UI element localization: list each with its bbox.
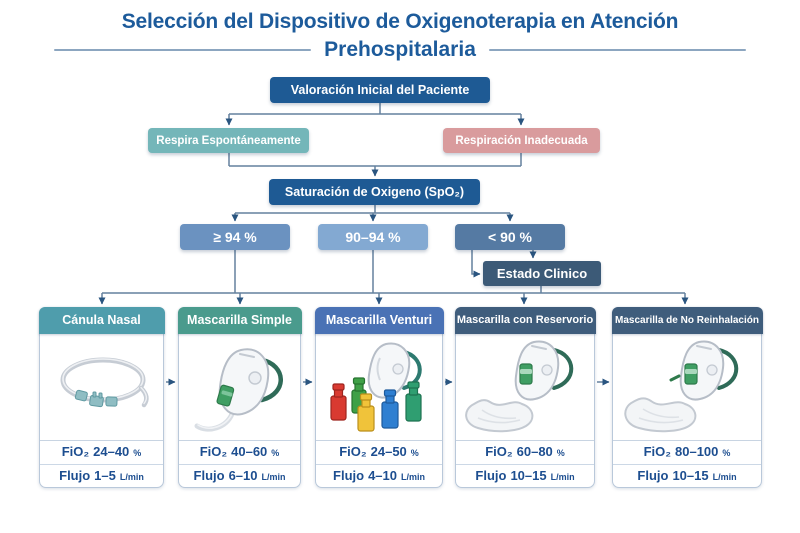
fio2-row: FiO₂ 24–40 %	[40, 441, 163, 464]
device-card-mascarilla-venturi: Mascarilla Venturi FiO₂ 24–50 % Flujo 4–…	[314, 306, 444, 488]
flujo-label: Flujo	[59, 468, 91, 483]
fio2-label: FiO₂	[61, 444, 90, 459]
node-respira-espontaneamente: Respira Espontáneamente	[148, 128, 309, 153]
fio2-label: FiO₂	[339, 444, 367, 459]
device-stats: FiO₂ 80–100 % Flujo 10–15 L/min	[613, 440, 761, 487]
node-respiracion-inadecuada: Respiración Inadecuada	[443, 128, 600, 153]
node-estado-clinico: Estado Clinico	[483, 261, 601, 286]
flujo-unit: L/min	[119, 472, 144, 482]
flujo-value: 10–15	[510, 468, 547, 483]
fio2-value: 24–40	[93, 444, 130, 459]
device-card-header: Mascarilla Venturi	[314, 306, 444, 334]
nasal-cannula-illustration	[40, 334, 163, 441]
device-card-mascarilla-simple: Mascarilla Simple FiO₂ 40–60 % Flujo 6	[177, 306, 302, 488]
fio2-row: FiO₂ 80–100 %	[613, 441, 761, 464]
non-rebreather-mask-illustration	[613, 334, 761, 441]
page-title: Selección del Dispositivo de Oxigenotera…	[0, 9, 800, 62]
node-sat-gte-94: ≥ 94 %	[180, 224, 290, 250]
reservoir-mask-illustration	[456, 334, 594, 441]
device-card-header: Mascarilla con Reservorio	[454, 306, 596, 334]
fio2-unit: %	[271, 448, 280, 458]
device-stats: FiO₂ 24–40 % Flujo 1–5 L/min	[40, 440, 163, 487]
venturi-mask-illustration	[316, 334, 442, 441]
fio2-value: 24–50	[370, 444, 407, 459]
flujo-unit: L/min	[550, 472, 575, 482]
flujo-value: 10–15	[672, 468, 709, 483]
device-card-canula-nasal: Cánula Nasal FiO₂	[38, 306, 165, 488]
flujo-value: 6–10	[228, 468, 258, 483]
fio2-label: FiO₂	[485, 444, 513, 459]
flujo-row: Flujo 10–15 L/min	[456, 464, 594, 487]
flujo-value: 4–10	[368, 468, 397, 483]
flujo-label: Flujo	[637, 468, 669, 483]
flujo-label: Flujo	[475, 468, 507, 483]
fio2-unit: %	[722, 448, 731, 458]
device-card-mascarilla-reservorio: Mascarilla con Reservorio FiO₂ 60–80 % F…	[454, 306, 596, 488]
page-title-line1: Selección del Dispositivo de Oxigenotera…	[121, 10, 679, 33]
flujo-label: Flujo	[333, 468, 365, 483]
device-card-header: Cánula Nasal	[38, 306, 165, 334]
node-valoracion-inicial: Valoración Inicial del Paciente	[270, 77, 490, 103]
device-card-header: Mascarilla de No Reinhalación	[611, 306, 763, 334]
flujo-row: Flujo 6–10 L/min	[179, 464, 300, 487]
fio2-row: FiO₂ 40–60 %	[179, 441, 300, 464]
device-card-header: Mascarilla Simple	[177, 306, 302, 334]
flujo-unit: L/min	[261, 472, 286, 482]
simple-mask-illustration	[179, 334, 300, 441]
flujo-unit: L/min	[400, 472, 425, 482]
node-sat-90-94: 90–94 %	[318, 224, 428, 250]
device-stats: FiO₂ 60–80 % Flujo 10–15 L/min	[456, 440, 594, 487]
device-stats: FiO₂ 24–50 % Flujo 4–10 L/min	[316, 440, 442, 487]
fio2-row: FiO₂ 24–50 %	[316, 441, 442, 464]
flujo-unit: L/min	[712, 472, 737, 482]
flujo-row: Flujo 10–15 L/min	[613, 464, 761, 487]
fio2-value: 80–100	[675, 444, 719, 459]
title-rule-left	[54, 48, 312, 51]
fio2-value: 60–80	[516, 444, 553, 459]
node-sat-lt-90: < 90 %	[455, 224, 565, 250]
node-saturacion-oxigeno: Saturación de Oxigeno (SpO₂)	[269, 179, 480, 205]
fio2-value: 40–60	[231, 444, 268, 459]
flujo-value: 1–5	[94, 468, 116, 483]
fio2-unit: %	[133, 448, 142, 458]
fio2-label: FiO₂	[199, 444, 228, 459]
device-card-no-reinhalacion: Mascarilla de No Reinhalación FiO₂ 80–10…	[611, 306, 763, 488]
fio2-unit: %	[556, 448, 565, 458]
title-rule-right	[488, 48, 747, 51]
device-stats: FiO₂ 40–60 % Flujo 6–10 L/min	[179, 440, 300, 487]
fio2-label: FiO₂	[643, 444, 672, 459]
flujo-label: Flujo	[193, 468, 225, 483]
flujo-row: Flujo 4–10 L/min	[316, 464, 442, 487]
flujo-row: Flujo 1–5 L/min	[40, 464, 163, 487]
page-title-line2: Prehospitalaria	[324, 38, 476, 62]
fio2-unit: %	[410, 448, 419, 458]
fio2-row: FiO₂ 60–80 %	[456, 441, 594, 464]
